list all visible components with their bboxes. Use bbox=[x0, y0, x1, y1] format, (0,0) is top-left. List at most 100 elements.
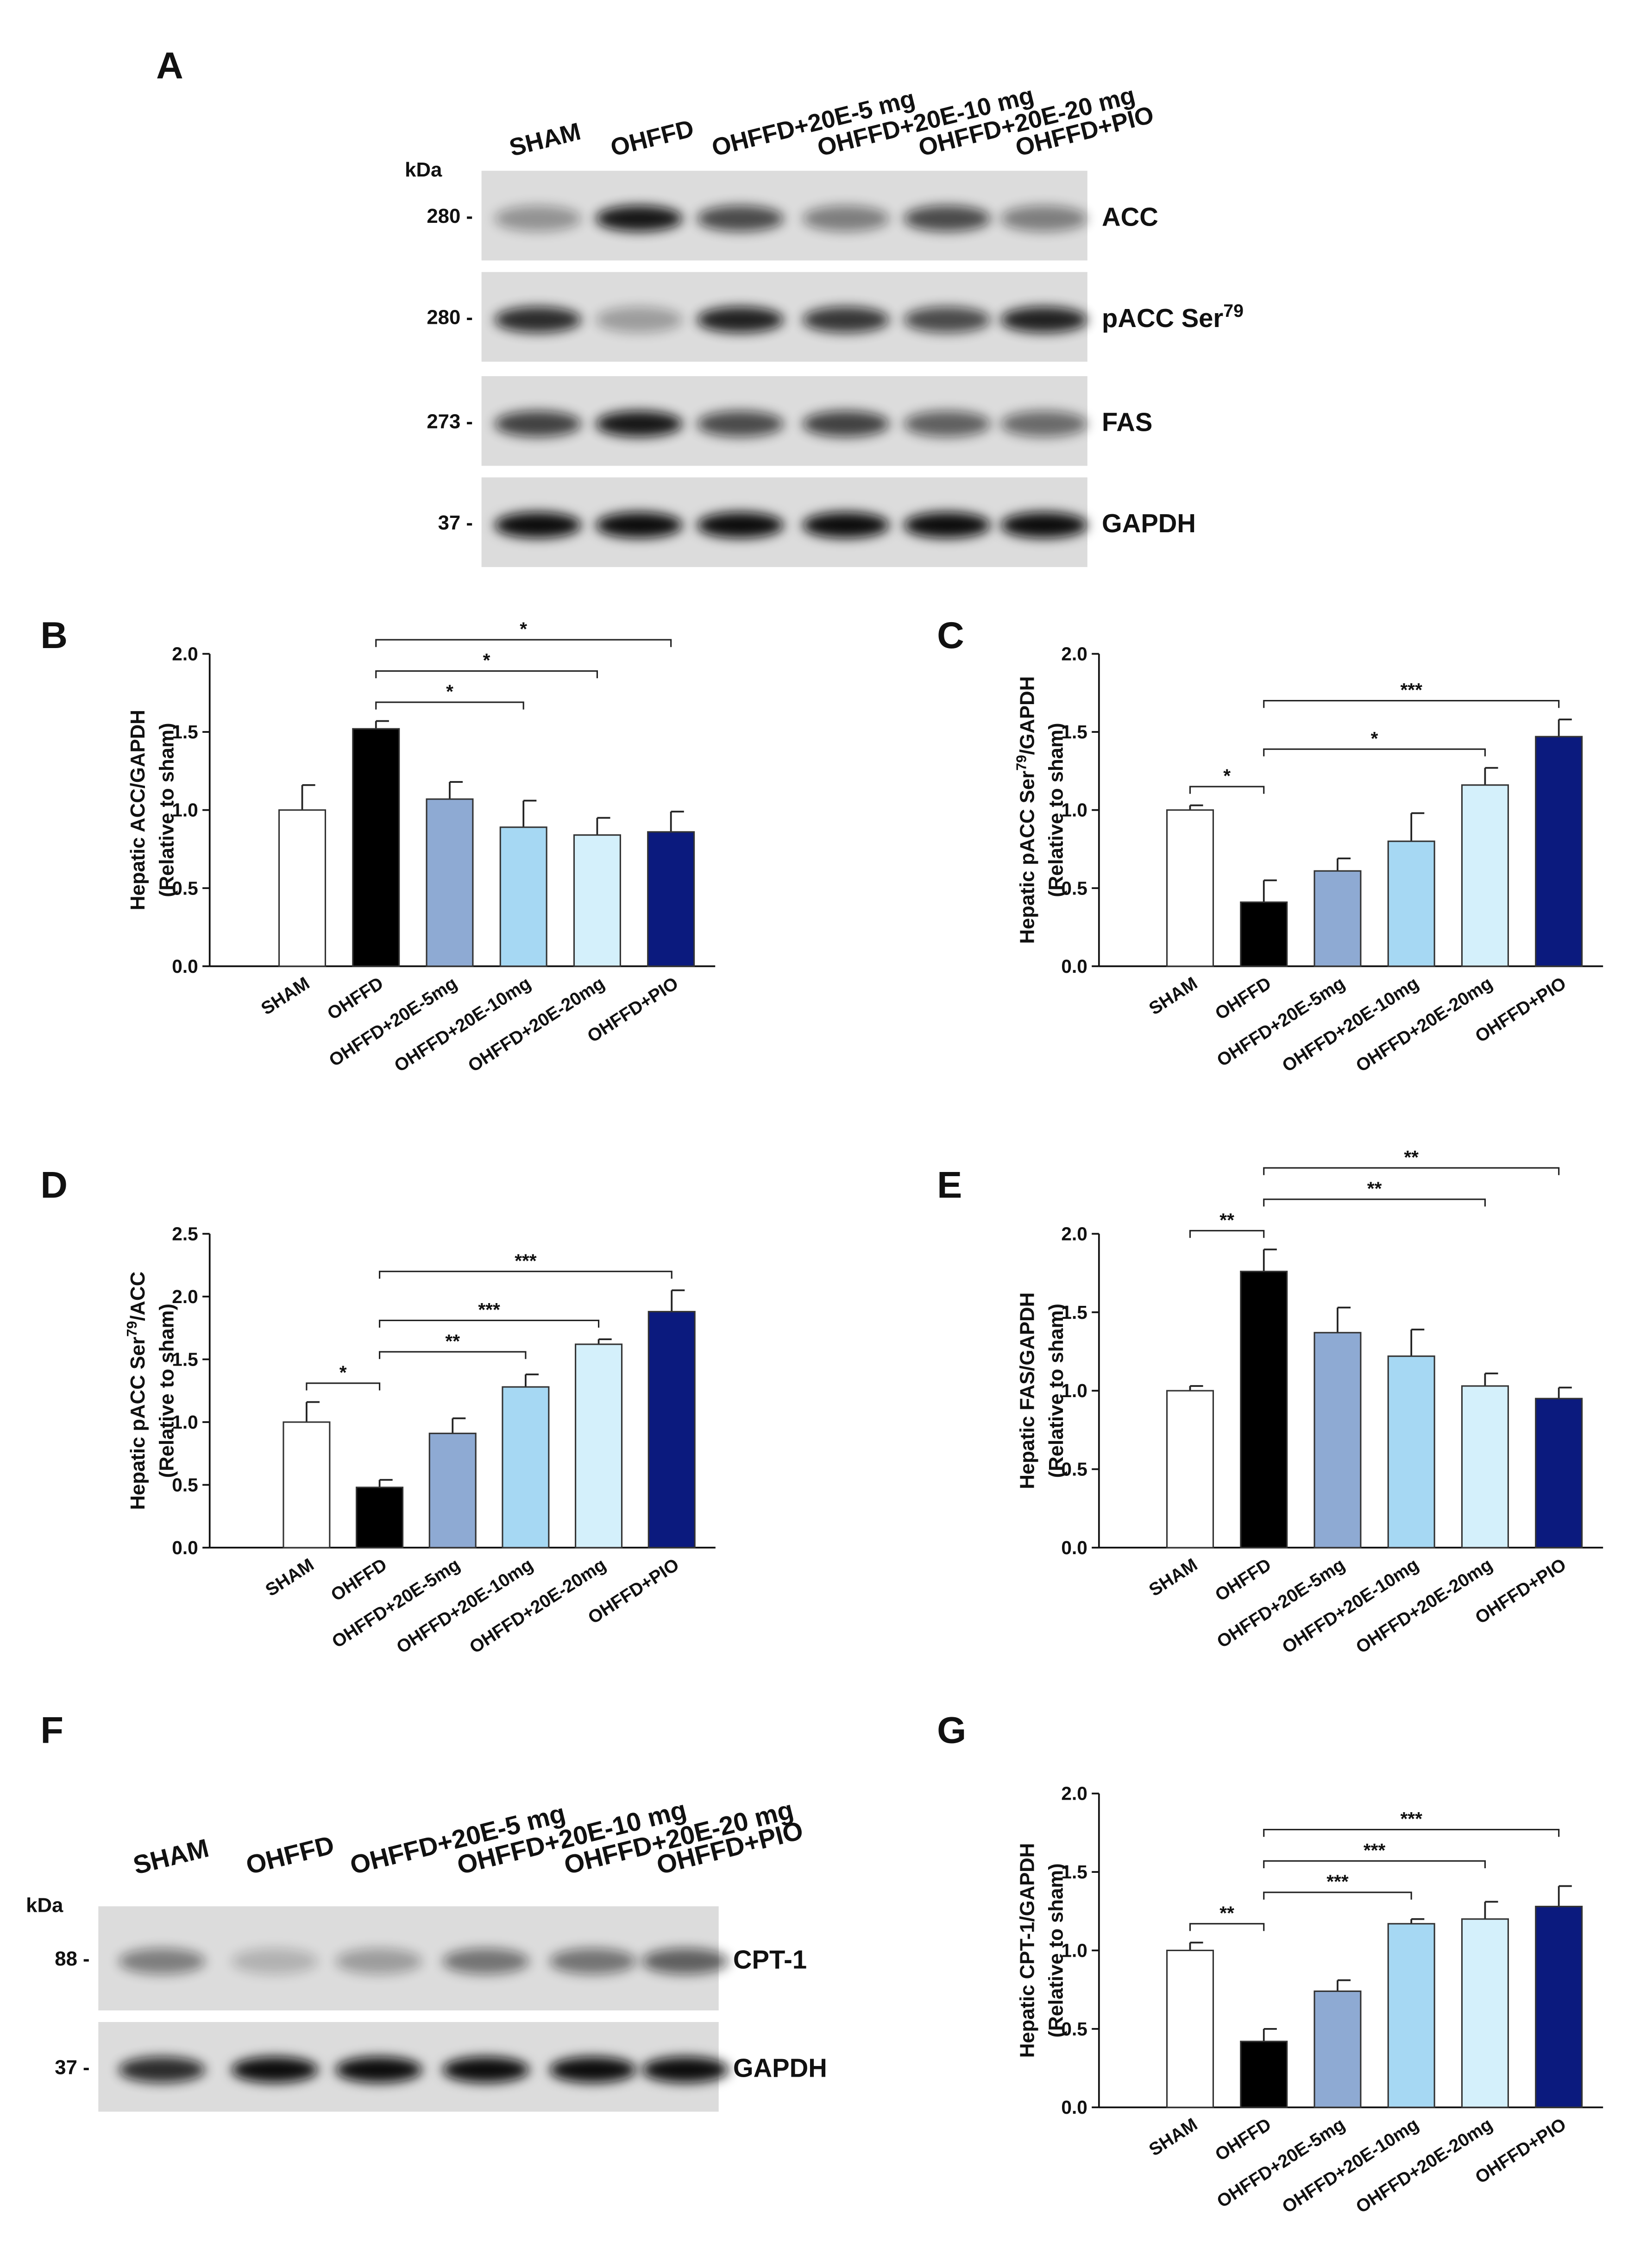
text-part: Hepatic pACC Ser bbox=[126, 1337, 149, 1510]
lane-label: OHFFD bbox=[243, 1830, 337, 1880]
significance-bracket bbox=[1263, 1829, 1560, 1837]
bar bbox=[426, 798, 474, 967]
x-tick-label: OHFFD+20E-20mg bbox=[1352, 973, 1496, 1076]
blot-band bbox=[802, 512, 890, 538]
y-axis-label: (Relative to sham) bbox=[156, 723, 178, 897]
bar bbox=[1313, 1990, 1362, 2108]
bar bbox=[428, 1432, 477, 1549]
bar bbox=[278, 809, 327, 967]
x-tick-label: OHFFD bbox=[324, 973, 387, 1024]
y-axis-label: Hepatic ACC/GAPDH bbox=[126, 710, 149, 910]
bar bbox=[1240, 1271, 1288, 1549]
bar bbox=[573, 834, 621, 967]
x-tick-label: OHFFD+20E-10mg bbox=[391, 973, 534, 1076]
blot-band bbox=[802, 410, 890, 437]
y-tick-label: 0.0 bbox=[172, 1537, 198, 1558]
superscript: 79 bbox=[1013, 755, 1029, 771]
marker-label: 88 - bbox=[55, 1947, 89, 1970]
blot-band bbox=[494, 410, 582, 437]
y-tick-label: 2.0 bbox=[1061, 1223, 1087, 1244]
y-tick-label: 1.0 bbox=[1061, 1380, 1087, 1401]
panel-label: G bbox=[937, 1709, 966, 1751]
text-part: pACC Ser bbox=[1102, 303, 1223, 333]
significance-label: *** bbox=[1326, 1871, 1349, 1892]
significance-bracket bbox=[375, 670, 598, 679]
text-part: /ACC bbox=[126, 1272, 149, 1321]
significance-bracket bbox=[375, 701, 524, 710]
significance-label: *** bbox=[478, 1299, 500, 1320]
text-part: Hepatic FAS/GAPDH bbox=[1016, 1292, 1038, 1489]
bar bbox=[1535, 1906, 1583, 2108]
blot-band bbox=[596, 410, 683, 437]
x-tick-label: OHFFD+20E-5mg bbox=[326, 973, 461, 1071]
blot-band bbox=[596, 205, 683, 232]
x-tick-label: OHFFD bbox=[1212, 2114, 1275, 2165]
y-tick-label: 1.5 bbox=[172, 1348, 198, 1370]
blot-band bbox=[802, 205, 890, 232]
x-tick-label: OHFFD bbox=[327, 1555, 390, 1605]
y-tick-label: 0.0 bbox=[172, 956, 198, 977]
x-tick-label: OHFFD+20E-10mg bbox=[1279, 1555, 1422, 1657]
significance-label: * bbox=[483, 649, 490, 671]
y-axis-label: Hepatic FAS/GAPDH bbox=[1016, 1292, 1038, 1489]
y-axis-label: (Relative to sham) bbox=[1045, 1863, 1068, 2037]
significance-bracket bbox=[1263, 748, 1486, 756]
significance-label: ** bbox=[1219, 1209, 1234, 1230]
significance-bracket bbox=[1189, 1923, 1265, 1931]
blot-band bbox=[1000, 307, 1087, 333]
x-tick-label: OHFFD+20E-5mg bbox=[328, 1555, 464, 1652]
bar bbox=[1535, 1398, 1583, 1549]
significance-label: * bbox=[446, 681, 453, 702]
protein-label: FAS bbox=[1102, 408, 1152, 437]
x-tick-label: OHFFD+20E-5mg bbox=[1213, 1555, 1349, 1652]
bar bbox=[1387, 1355, 1435, 1549]
text-part: Hepatic ACC/GAPDH bbox=[126, 710, 149, 910]
protein-label: ACC bbox=[1102, 202, 1158, 231]
significance-label: *** bbox=[1401, 1808, 1423, 1829]
lane-label: SHAM bbox=[507, 118, 584, 162]
bar bbox=[575, 1343, 623, 1549]
x-tick-label: SHAM bbox=[258, 973, 313, 1019]
bar bbox=[647, 1310, 696, 1549]
blot-band bbox=[494, 307, 582, 333]
blot-band bbox=[596, 512, 683, 538]
bar bbox=[1387, 1923, 1435, 2108]
y-axis-label: (Relative to sham) bbox=[1045, 723, 1068, 897]
text-part: Hepatic pACC Ser bbox=[1016, 771, 1038, 944]
y-tick-label: 2.0 bbox=[172, 643, 198, 665]
blot-band bbox=[904, 307, 991, 333]
panel-label: D bbox=[40, 1164, 68, 1206]
significance-label: *** bbox=[1364, 1840, 1386, 1861]
blot-band bbox=[1000, 410, 1087, 437]
blot-band bbox=[119, 1948, 206, 1974]
significance-bracket bbox=[1263, 700, 1560, 708]
y-tick-label: 1.0 bbox=[172, 1411, 198, 1433]
y-tick-label: 0.0 bbox=[1061, 2097, 1087, 2118]
x-tick-label: OHFFD+20E-10mg bbox=[393, 1555, 537, 1657]
x-tick-label: OHFFD+20E-5mg bbox=[1213, 973, 1349, 1071]
lane-label: SHAM bbox=[130, 1833, 212, 1880]
kda-label: kDa bbox=[405, 158, 442, 181]
significance-label: ** bbox=[1219, 1902, 1234, 1923]
significance-bracket bbox=[1263, 1167, 1560, 1175]
y-axis-label: Hepatic CPT-1/GAPDH bbox=[1016, 1843, 1038, 2058]
y-tick-label: 1.5 bbox=[1061, 721, 1087, 743]
text-part: GAPDH bbox=[733, 2054, 827, 2083]
x-tick-label: OHFFD+20E-10mg bbox=[1279, 2114, 1422, 2217]
x-tick-label: OHFFD+20E-5mg bbox=[1213, 2114, 1349, 2211]
bar bbox=[1535, 736, 1583, 967]
y-tick-label: 1.0 bbox=[1061, 1940, 1087, 1961]
x-tick-label: SHAM bbox=[1145, 2114, 1201, 2160]
blot-band bbox=[494, 205, 582, 232]
y-tick-label: 2.5 bbox=[172, 1223, 198, 1244]
blot-band bbox=[642, 2056, 729, 2083]
blot-band bbox=[549, 1948, 636, 1974]
x-tick-label: OHFFD+20E-10mg bbox=[1279, 973, 1422, 1076]
y-axis-label: (Relative to sham) bbox=[1045, 1304, 1068, 1478]
significance-bracket bbox=[1189, 786, 1265, 794]
y-tick-label: 0.5 bbox=[172, 1474, 198, 1495]
bar bbox=[1166, 809, 1214, 967]
blot-band bbox=[442, 2056, 529, 2083]
marker-label: 280 - bbox=[427, 205, 473, 227]
